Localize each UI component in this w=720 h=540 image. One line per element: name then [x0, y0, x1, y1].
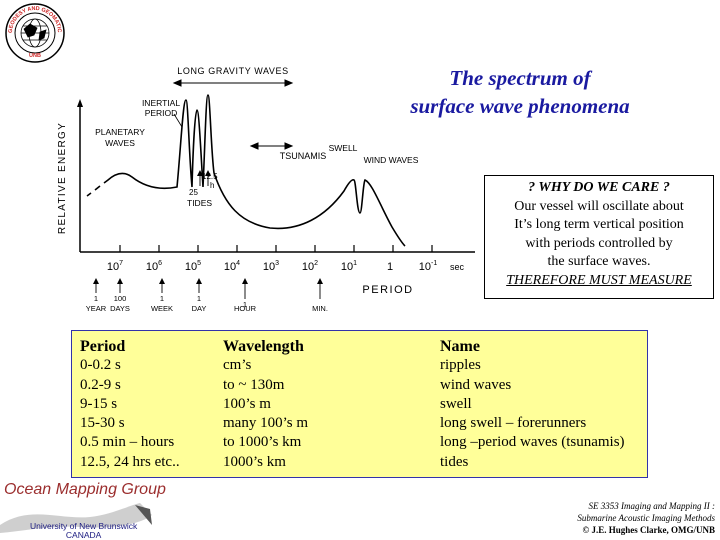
label-planetary-waves: WAVES [105, 138, 135, 148]
ocean-mapping-group-label: Ocean Mapping Group [4, 481, 166, 498]
globe-icon [20, 18, 50, 48]
label-long-gravity-waves: LONG GRAVITY WAVES [177, 66, 289, 76]
slide-title: The spectrum of surface wave phenomena [360, 64, 680, 120]
label-h: h [210, 181, 214, 190]
table-cell: long swell – forerunners [440, 415, 587, 432]
svg-text:1: 1 [94, 294, 98, 303]
wave-spectrum-diagram: LONG GRAVITY WAVES INERTIAL PERIOD PLANE… [57, 66, 475, 313]
logo-unb-text: UNB [29, 53, 41, 59]
table-cell: 12.5, 24 hrs etc.. [80, 453, 180, 470]
table-cell: to ~ 130m [223, 376, 285, 393]
svg-text:YEAR: YEAR [86, 304, 107, 313]
sec-label: sec [450, 262, 465, 272]
svg-text:1: 1 [197, 294, 201, 303]
course-credit: SE 3353 Imaging and Mapping II : Submari… [520, 500, 715, 536]
tsunamis-arrow [249, 142, 294, 150]
table-cell: 1000’s km [223, 453, 286, 470]
svg-text:1: 1 [243, 300, 247, 309]
y-axis-label: RELATIVE ENERGY [57, 122, 68, 234]
wavelength-header: Wavelength [223, 338, 304, 355]
title-line-1: The spectrum of [449, 66, 591, 90]
label-inertial: INERTIAL [142, 98, 180, 108]
svg-text:WEEK: WEEK [151, 304, 173, 313]
svg-text:107: 107 [107, 260, 123, 273]
svg-text:1: 1 [387, 261, 393, 273]
table-cell: 9-15 s [80, 395, 118, 412]
x-axis-label: PERIOD [362, 284, 413, 296]
name-header: Name [440, 338, 480, 355]
why-do-we-care-box: ? WHY DO WE CARE ? Our vessel will oscil… [484, 175, 714, 299]
svg-text:102: 102 [302, 260, 318, 273]
course-line-2: Submarine Acoustic Imaging Methods [577, 513, 715, 523]
label-tides: TIDES [187, 198, 212, 208]
time-marker-arrows [93, 278, 323, 299]
label-inertial-period: PERIOD [145, 108, 178, 118]
title-line-2: surface wave phenomena [410, 94, 630, 118]
table-cell: cm’s [223, 357, 252, 374]
unb-line-2: CANADA [65, 530, 102, 540]
spectrum-curve [86, 94, 406, 247]
svg-text:MIN.: MIN. [312, 304, 328, 313]
unb-label: University of New Brunswick CANADA [30, 522, 137, 540]
label-swell: SWELL [329, 143, 358, 153]
table-cell: swell [440, 395, 472, 412]
label-12-5: 12.5 [202, 172, 218, 181]
svg-text:HOUR: HOUR [234, 304, 257, 313]
table-cell: tides [440, 453, 469, 470]
long-gravity-arrow [172, 79, 294, 87]
svg-text:103: 103 [263, 260, 279, 273]
svg-text:100: 100 [114, 294, 127, 303]
why-line-2: It’s long term vertical position [514, 217, 684, 232]
wave-swoosh-icon [0, 503, 152, 533]
why-line-1: Our vessel will oscillate about [514, 198, 684, 214]
table-cell: 100’s m [223, 395, 271, 412]
why-line-4: the surface waves. [547, 254, 651, 269]
unb-line-1: University of New Brunswick [30, 521, 138, 531]
table-cell: 15-30 s [80, 415, 125, 432]
svg-text:104: 104 [224, 260, 240, 273]
table-cell: long –period waves (tsunamis) [440, 434, 625, 451]
why-heading: ? WHY DO WE CARE ? [528, 180, 670, 195]
name-column: Name ripples wind waves swell long swell… [440, 337, 625, 472]
svg-text:101: 101 [341, 260, 357, 273]
table-cell: 0.2-9 s [80, 376, 121, 393]
copyright-line: © J.E. Hughes Clarke, OMG/UNB [582, 525, 715, 535]
label-wind-waves: WIND WAVES [364, 155, 419, 165]
wave-types-table: Period 0-0.2 s 0.2-9 s 9-15 s 15-30 s 0.… [71, 330, 648, 478]
table-cell: many 100’s m [223, 415, 308, 432]
time-marker-labels: 1 YEAR 100 DAYS 1 WEEK 1 DAY 1 HOUR MIN. [86, 294, 328, 313]
table-cell: to 1000’s km [223, 434, 302, 451]
svg-text:10-1: 10-1 [419, 260, 438, 273]
label-tsunamis: TSUNAMIS [280, 151, 327, 161]
period-header: Period [80, 338, 126, 355]
svg-text:105: 105 [185, 260, 201, 273]
course-line-1: SE 3353 Imaging and Mapping II : [588, 501, 715, 511]
period-column: Period 0-0.2 s 0.2-9 s 9-15 s 15-30 s 0.… [80, 337, 180, 472]
label-planetary: PLANETARY [95, 127, 145, 137]
x-axis-ticks [119, 245, 433, 252]
wavelength-column: Wavelength cm’s to ~ 130m 100’s m many 1… [223, 337, 308, 472]
table-cell: 0.5 min – hours [80, 434, 175, 451]
why-line-3: with periods controlled by [525, 235, 673, 251]
svg-text:DAY: DAY [192, 304, 207, 313]
table-cell: ripples [440, 357, 481, 374]
table-cell: wind waves [440, 376, 512, 393]
label-25: 25 [189, 188, 198, 197]
table-cell: 0-0.2 s [80, 357, 121, 374]
unb-geodesy-logo: GEODESY AND GEOMATICS ENGINEERING UNB [4, 2, 65, 63]
svg-text:106: 106 [146, 260, 162, 273]
period-tick-labels: 107 106 105 104 103 102 101 1 10-1 [107, 260, 437, 273]
svg-text:1: 1 [160, 294, 164, 303]
why-emphasis: THEREFORE MUST MEASURE [506, 272, 692, 288]
svg-text:DAYS: DAYS [110, 304, 130, 313]
